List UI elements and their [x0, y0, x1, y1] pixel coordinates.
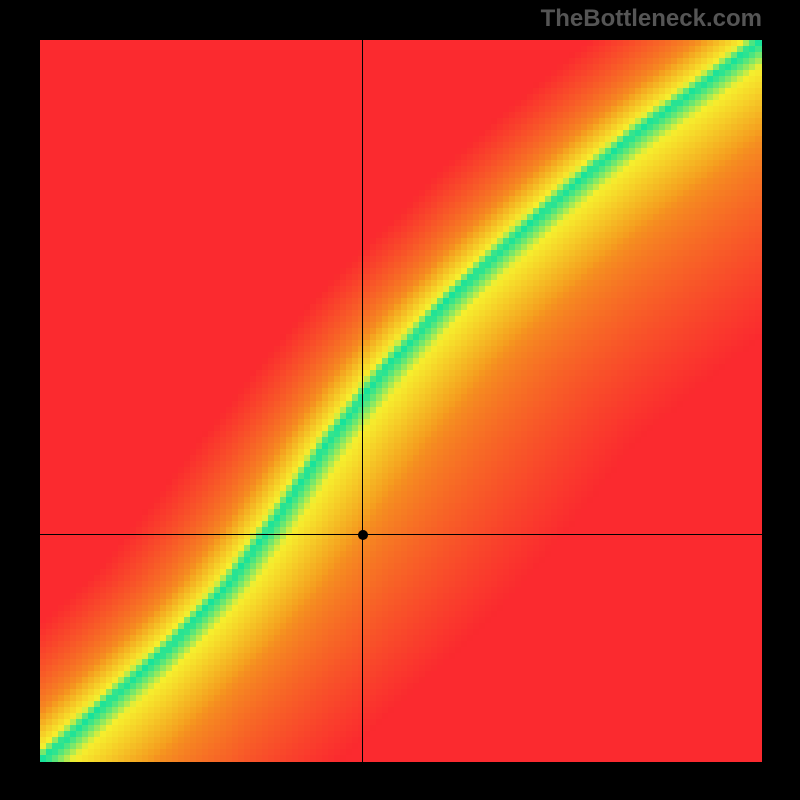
watermark-text: TheBottleneck.com	[541, 5, 762, 33]
heatmap-canvas	[40, 40, 762, 762]
crosshair-dot	[357, 529, 369, 541]
crosshair-vertical	[362, 40, 363, 762]
crosshair-horizontal	[40, 534, 762, 535]
